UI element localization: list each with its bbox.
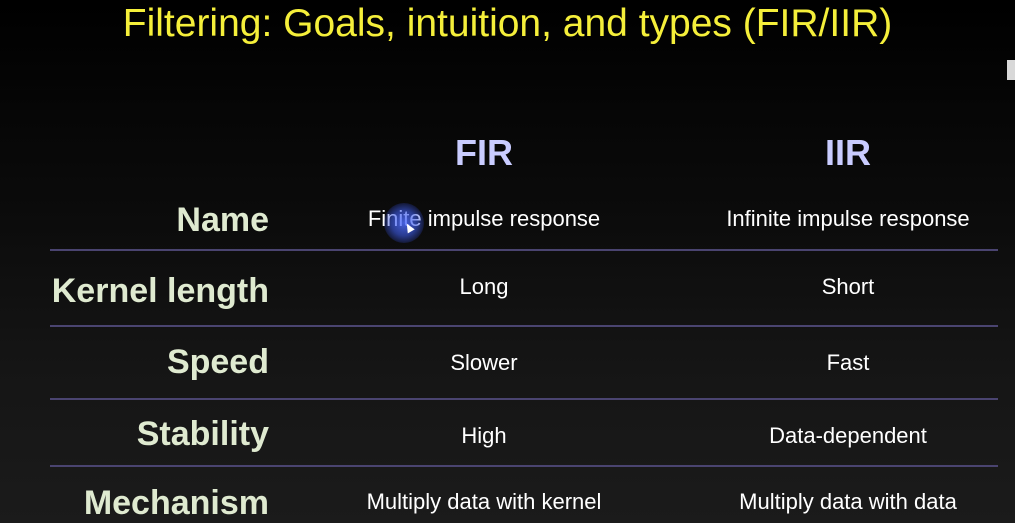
cell-kernel-length-fir: Long [459,274,509,299]
cell-speed-iir: Fast [826,350,870,375]
row-label-kernel-length: Kernel length [51,272,269,310]
row-label-name: Name [176,201,269,239]
cell-mechanism-iir: Multiply data with data [739,489,957,514]
cell-mechanism-fir: Multiply data with kernel [366,489,602,514]
cell-stability-iir: Data-dependent [769,423,927,448]
cursor-highlight [384,203,424,243]
column-header-iir: IIR [824,132,871,173]
row-label-mechanism: Mechanism [83,484,269,522]
cell-name-iir: Infinite impulse response [726,206,970,231]
cell-stability-fir: High [461,423,507,448]
row-label-speed: Speed [166,343,269,381]
row-divider [50,398,998,400]
row-divider [50,325,998,327]
slide-title: Filtering: Goals, intuition, and types (… [122,2,893,45]
column-header-fir: FIR [455,132,513,173]
cell-speed-fir: Slower [450,350,518,375]
cell-kernel-length-iir: Short [821,274,875,299]
row-divider [50,465,998,467]
row-label-stability: Stability [136,415,269,453]
window-edge-handle [1007,60,1015,80]
row-divider [50,249,998,251]
cell-name-fir: Finite impulse response [367,206,601,231]
